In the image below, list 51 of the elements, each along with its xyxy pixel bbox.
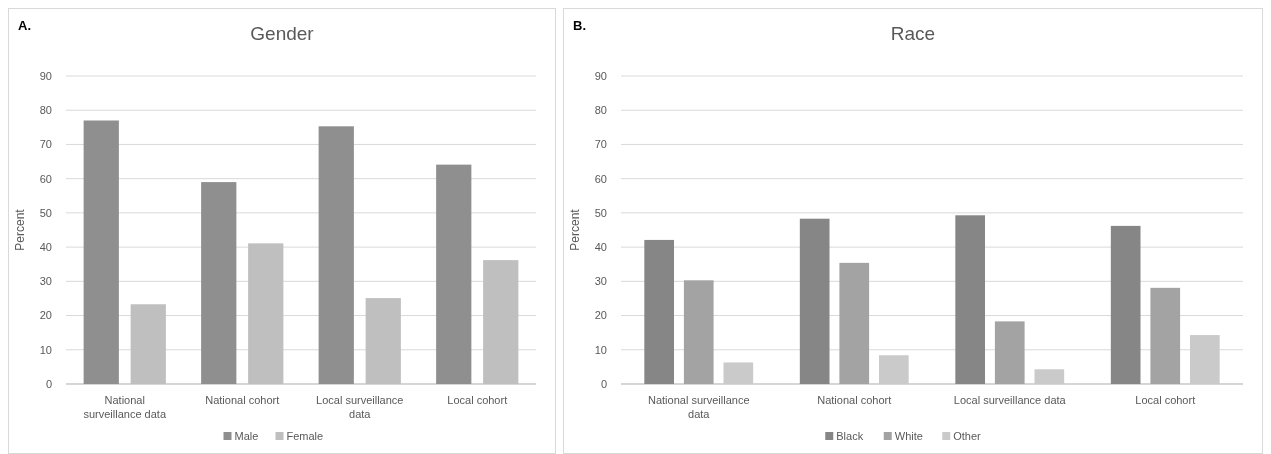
y-tick-label: 90 <box>39 69 52 82</box>
bar <box>799 218 830 384</box>
bar <box>994 321 1025 384</box>
legend-label: Black <box>836 430 864 442</box>
y-tick-label: 50 <box>594 206 607 219</box>
bar <box>83 120 119 384</box>
bar <box>955 215 986 384</box>
bar <box>839 262 870 384</box>
chart-title: Race <box>890 23 936 44</box>
x-tick-label: National cohort <box>817 394 892 406</box>
bar <box>644 239 675 384</box>
y-axis-title: Percent <box>13 208 27 251</box>
y-tick-label: 30 <box>594 275 607 288</box>
y-axis-title: Percent <box>568 208 582 251</box>
y-tick-label: 40 <box>594 240 607 253</box>
x-tick-label: National surveillance data <box>83 394 167 420</box>
bar <box>318 126 354 384</box>
y-tick-label: 10 <box>594 343 607 356</box>
y-tick-label: 90 <box>594 69 607 82</box>
legend-label: Male <box>234 430 259 442</box>
bar <box>1110 225 1141 384</box>
bar <box>683 280 714 384</box>
y-tick-label: 60 <box>39 172 52 185</box>
x-tick-label: Local cohort <box>1135 394 1196 406</box>
text: A. <box>18 18 31 33</box>
x-tick-label: National surveillance data <box>648 394 750 420</box>
y-tick-label: 70 <box>594 138 607 151</box>
chart-title: Gender <box>250 23 315 44</box>
y-tick-label: 60 <box>594 172 607 185</box>
y-tick-label: 20 <box>594 309 607 322</box>
y-tick-label: 70 <box>39 138 52 151</box>
y-tick-label: 0 <box>45 377 52 390</box>
x-tick-label: National cohort <box>205 394 280 406</box>
y-tick-label: 40 <box>39 240 52 253</box>
y-tick-label: 50 <box>39 206 52 219</box>
y-tick-label: 30 <box>39 275 52 288</box>
legend-label: Other <box>953 430 982 442</box>
bar <box>201 182 237 384</box>
x-tick-label: Local surveillance data <box>316 394 404 420</box>
y-tick-label: 80 <box>594 104 607 117</box>
legend-label: White <box>894 430 923 442</box>
x-tick-label: Local cohort <box>447 394 508 406</box>
text: B. <box>573 18 586 33</box>
bar <box>436 164 472 384</box>
y-tick-label: 80 <box>39 104 52 117</box>
x-tick-label: Local surveillance data <box>953 394 1067 406</box>
y-tick-label: 20 <box>39 309 52 322</box>
y-tick-label: 10 <box>39 343 52 356</box>
legend-label: Female <box>286 430 324 442</box>
bar <box>1150 287 1181 384</box>
y-tick-label: 0 <box>600 377 607 390</box>
